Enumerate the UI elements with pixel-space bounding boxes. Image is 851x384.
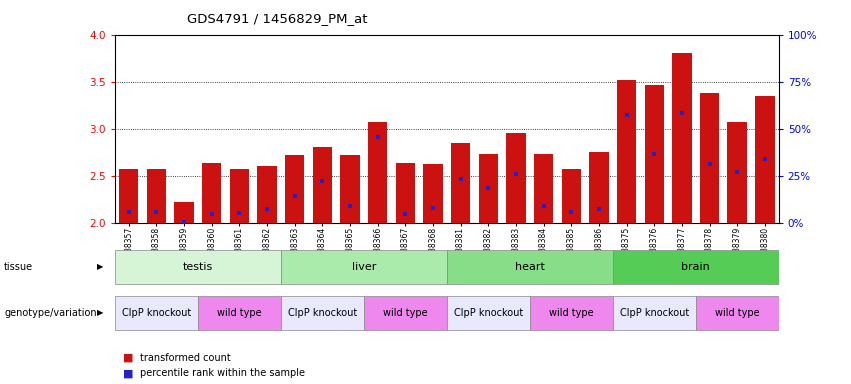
Bar bbox=[396, 164, 415, 223]
Text: ClpP knockout: ClpP knockout bbox=[122, 308, 191, 318]
Bar bbox=[451, 143, 471, 223]
Bar bbox=[281, 296, 364, 330]
Text: heart: heart bbox=[515, 262, 545, 272]
Bar bbox=[423, 164, 443, 223]
Bar bbox=[728, 122, 747, 223]
Bar bbox=[529, 296, 613, 330]
Text: wild type: wild type bbox=[549, 308, 593, 318]
Text: liver: liver bbox=[351, 262, 376, 272]
Text: brain: brain bbox=[682, 262, 710, 272]
Bar bbox=[197, 296, 281, 330]
Text: ClpP knockout: ClpP knockout bbox=[620, 308, 688, 318]
Text: tissue: tissue bbox=[4, 262, 33, 272]
Text: ▶: ▶ bbox=[97, 262, 104, 271]
Bar bbox=[174, 202, 194, 223]
Text: ClpP knockout: ClpP knockout bbox=[288, 308, 357, 318]
Bar bbox=[700, 93, 719, 223]
Bar bbox=[506, 133, 526, 223]
Bar bbox=[340, 155, 360, 223]
Bar bbox=[146, 169, 166, 223]
Text: ▶: ▶ bbox=[97, 308, 104, 318]
Bar bbox=[478, 154, 498, 223]
Bar bbox=[285, 155, 305, 223]
Bar bbox=[644, 85, 664, 223]
Bar bbox=[755, 96, 774, 223]
Bar bbox=[115, 296, 197, 330]
Bar bbox=[364, 296, 447, 330]
Text: ■: ■ bbox=[123, 353, 134, 363]
Bar bbox=[672, 53, 692, 223]
Bar bbox=[589, 152, 608, 223]
Text: GDS4791 / 1456829_PM_at: GDS4791 / 1456829_PM_at bbox=[187, 12, 368, 25]
Bar bbox=[202, 164, 221, 223]
Bar bbox=[115, 250, 281, 284]
Text: transformed count: transformed count bbox=[140, 353, 231, 363]
Bar bbox=[534, 154, 553, 223]
Text: testis: testis bbox=[183, 262, 213, 272]
Bar bbox=[281, 250, 447, 284]
Text: wild type: wild type bbox=[217, 308, 261, 318]
Text: genotype/variation: genotype/variation bbox=[4, 308, 97, 318]
Bar bbox=[447, 296, 529, 330]
Bar bbox=[312, 147, 332, 223]
Bar bbox=[447, 250, 613, 284]
Bar bbox=[562, 169, 581, 223]
Bar bbox=[257, 166, 277, 223]
Bar bbox=[613, 250, 779, 284]
Text: wild type: wild type bbox=[715, 308, 759, 318]
Text: percentile rank within the sample: percentile rank within the sample bbox=[140, 368, 306, 378]
Text: ClpP knockout: ClpP knockout bbox=[454, 308, 523, 318]
Text: wild type: wild type bbox=[383, 308, 427, 318]
Text: ■: ■ bbox=[123, 368, 134, 378]
Bar bbox=[368, 122, 387, 223]
Bar bbox=[613, 296, 696, 330]
Bar bbox=[119, 169, 139, 223]
Bar bbox=[617, 80, 637, 223]
Bar bbox=[230, 169, 249, 223]
Bar bbox=[696, 296, 779, 330]
